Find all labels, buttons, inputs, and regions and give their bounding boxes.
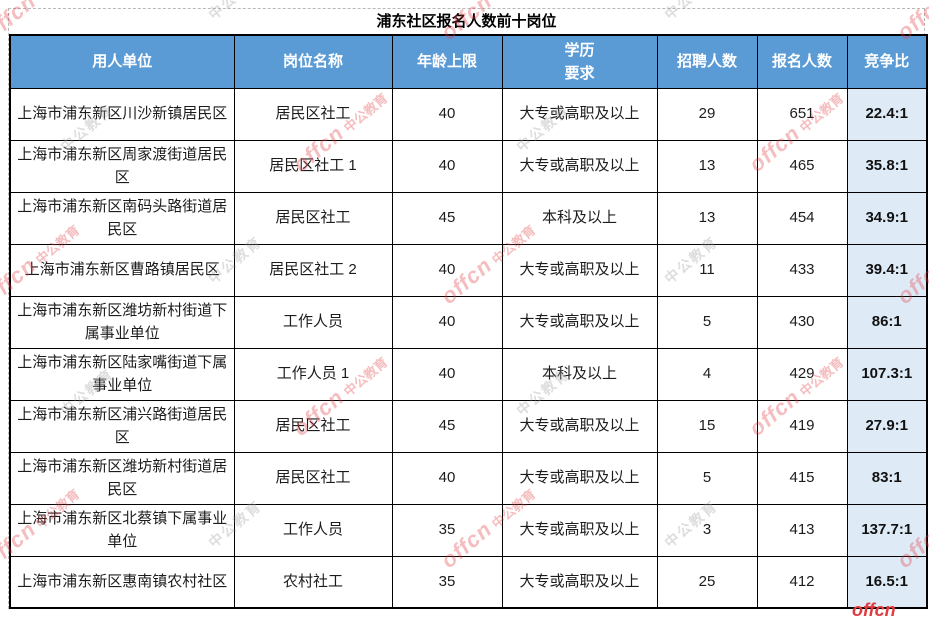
cell-education: 大专或高职及以上	[501, 555, 658, 609]
col-header-ratio: 竞争比	[846, 34, 928, 89]
table-row: 上海市浦东新区浦兴路街道居民区 居民区社工 45 大专或高职及以上 15 419…	[9, 399, 928, 453]
cell-education: 大专或高职及以上	[501, 87, 658, 141]
table-row: 上海市浦东新区川沙新镇居民区 居民区社工 40 大专或高职及以上 29 651 …	[9, 87, 928, 141]
table-row: 上海市浦东新区潍坊新村街道居民区 居民区社工 40 大专或高职及以上 5 415…	[9, 451, 928, 505]
table-row: 上海市浦东新区陆家嘴街道下属事业单位 工作人员 1 40 本科及以上 4 429…	[9, 347, 928, 401]
col-header-recruit-count: 招聘人数	[656, 34, 758, 89]
table-body: 上海市浦东新区川沙新镇居民区 居民区社工 40 大专或高职及以上 29 651 …	[9, 87, 928, 609]
table-row: 上海市浦东新区北蔡镇下属事业单位 工作人员 35 大专或高职及以上 3 413 …	[9, 503, 928, 557]
cell-age-limit: 35	[391, 555, 503, 609]
company-name-text: 中公教育	[489, 0, 538, 3]
cell-employer: 上海市浦东新区浦兴路街道居民区	[9, 399, 235, 453]
jobs-table: 用人单位 岗位名称 年龄上限 学历 要求 招聘人数 报名人数 竞争比 上海市浦东…	[9, 34, 928, 609]
cell-ratio: 16.5:1	[846, 555, 928, 609]
cell-position: 居民区社工	[233, 399, 393, 453]
cell-position: 居民区社工 1	[233, 139, 393, 193]
cell-applicant-count: 454	[756, 191, 848, 245]
cell-education: 本科及以上	[501, 347, 658, 401]
cell-applicant-count: 419	[756, 399, 848, 453]
cell-position: 居民区社工	[233, 451, 393, 505]
cell-ratio: 35.8:1	[846, 139, 928, 193]
cell-recruit-count: 15	[656, 399, 758, 453]
cell-education: 大专或高职及以上	[501, 139, 658, 193]
cell-age-limit: 45	[391, 191, 503, 245]
cell-employer: 上海市浦东新区曹路镇居民区	[9, 243, 235, 297]
cell-education: 大专或高职及以上	[501, 503, 658, 557]
cell-recruit-count: 5	[656, 295, 758, 349]
cell-ratio: 83:1	[846, 451, 928, 505]
cell-applicant-count: 413	[756, 503, 848, 557]
cell-ratio: 107.3:1	[846, 347, 928, 401]
cell-employer: 上海市浦东新区南码头路街道居民区	[9, 191, 235, 245]
cell-applicant-count: 429	[756, 347, 848, 401]
cell-age-limit: 45	[391, 399, 503, 453]
cell-employer: 上海市浦东新区陆家嘴街道下属事业单位	[9, 347, 235, 401]
cell-recruit-count: 29	[656, 87, 758, 141]
cell-employer: 上海市浦东新区川沙新镇居民区	[9, 87, 235, 141]
col-header-position: 岗位名称	[233, 34, 393, 89]
cell-recruit-count: 25	[656, 555, 758, 609]
cell-age-limit: 40	[391, 347, 503, 401]
cell-recruit-count: 13	[656, 191, 758, 245]
cell-age-limit: 40	[391, 295, 503, 349]
cell-applicant-count: 433	[756, 243, 848, 297]
cell-recruit-count: 4	[656, 347, 758, 401]
table-row: 上海市浦东新区曹路镇居民区 居民区社工 2 40 大专或高职及以上 11 433…	[9, 243, 928, 297]
cell-recruit-count: 13	[656, 139, 758, 193]
cell-applicant-count: 412	[756, 555, 848, 609]
cell-applicant-count: 430	[756, 295, 848, 349]
table-row: 上海市浦东新区南码头路街道居民区 居民区社工 45 本科及以上 13 454 3…	[9, 191, 928, 245]
cell-education: 大专或高职及以上	[501, 451, 658, 505]
table-row: 上海市浦东新区潍坊新村街道下属事业单位 工作人员 40 大专或高职及以上 5 4…	[9, 295, 928, 349]
cell-position: 工作人员 1	[233, 347, 393, 401]
cell-applicant-count: 651	[756, 87, 848, 141]
cell-age-limit: 40	[391, 243, 503, 297]
cell-ratio: 22.4:1	[846, 87, 928, 141]
cell-position: 居民区社工	[233, 191, 393, 245]
spreadsheet-print-area: 浦东社区报名人数前十岗位 用人单位 岗位名称 年龄上限 学历 要求 招聘人数 报…	[8, 8, 928, 609]
cell-education: 大专或高职及以上	[501, 243, 658, 297]
table-row: 上海市浦东新区周家渡街道居民区 居民区社工 1 40 大专或高职及以上 13 4…	[9, 139, 928, 193]
cell-ratio: 137.7:1	[846, 503, 928, 557]
cell-education: 本科及以上	[501, 191, 658, 245]
cell-ratio: 27.9:1	[846, 399, 928, 453]
cell-recruit-count: 11	[656, 243, 758, 297]
cell-employer: 上海市浦东新区惠南镇农村社区	[9, 555, 235, 609]
col-header-education: 学历 要求	[501, 34, 658, 89]
cell-age-limit: 35	[391, 503, 503, 557]
cell-employer: 上海市浦东新区周家渡街道居民区	[9, 139, 235, 193]
cell-ratio: 34.9:1	[846, 191, 928, 245]
cell-position: 居民区社工	[233, 87, 393, 141]
cell-position: 居民区社工 2	[233, 243, 393, 297]
cell-employer: 上海市浦东新区潍坊新村街道下属事业单位	[9, 295, 235, 349]
company-name-text: 中公教育	[33, 0, 82, 3]
cell-age-limit: 40	[391, 87, 503, 141]
cell-education: 大专或高职及以上	[501, 399, 658, 453]
cell-employer: 上海市浦东新区北蔡镇下属事业单位	[9, 503, 235, 557]
cell-applicant-count: 415	[756, 451, 848, 505]
table-header: 用人单位 岗位名称 年龄上限 学历 要求 招聘人数 报名人数 竞争比	[9, 34, 928, 89]
cell-employer: 上海市浦东新区潍坊新村街道居民区	[9, 451, 235, 505]
table-row: 上海市浦东新区惠南镇农村社区 农村社工 35 大专或高职及以上 25 412 1…	[9, 555, 928, 609]
cell-ratio: 86:1	[846, 295, 928, 349]
cell-recruit-count: 3	[656, 503, 758, 557]
cell-position: 农村社工	[233, 555, 393, 609]
cell-education: 大专或高职及以上	[501, 295, 658, 349]
cell-age-limit: 40	[391, 139, 503, 193]
cell-recruit-count: 5	[656, 451, 758, 505]
col-header-applicant-count: 报名人数	[756, 34, 848, 89]
cell-position: 工作人员	[233, 295, 393, 349]
cell-age-limit: 40	[391, 451, 503, 505]
col-header-age-limit: 年龄上限	[391, 34, 503, 89]
cell-position: 工作人员	[233, 503, 393, 557]
cell-applicant-count: 465	[756, 139, 848, 193]
table-title: 浦东社区报名人数前十岗位	[9, 9, 924, 34]
cell-ratio: 39.4:1	[846, 243, 928, 297]
header-row: 用人单位 岗位名称 年龄上限 学历 要求 招聘人数 报名人数 竞争比	[9, 34, 928, 89]
col-header-employer: 用人单位	[9, 34, 235, 89]
